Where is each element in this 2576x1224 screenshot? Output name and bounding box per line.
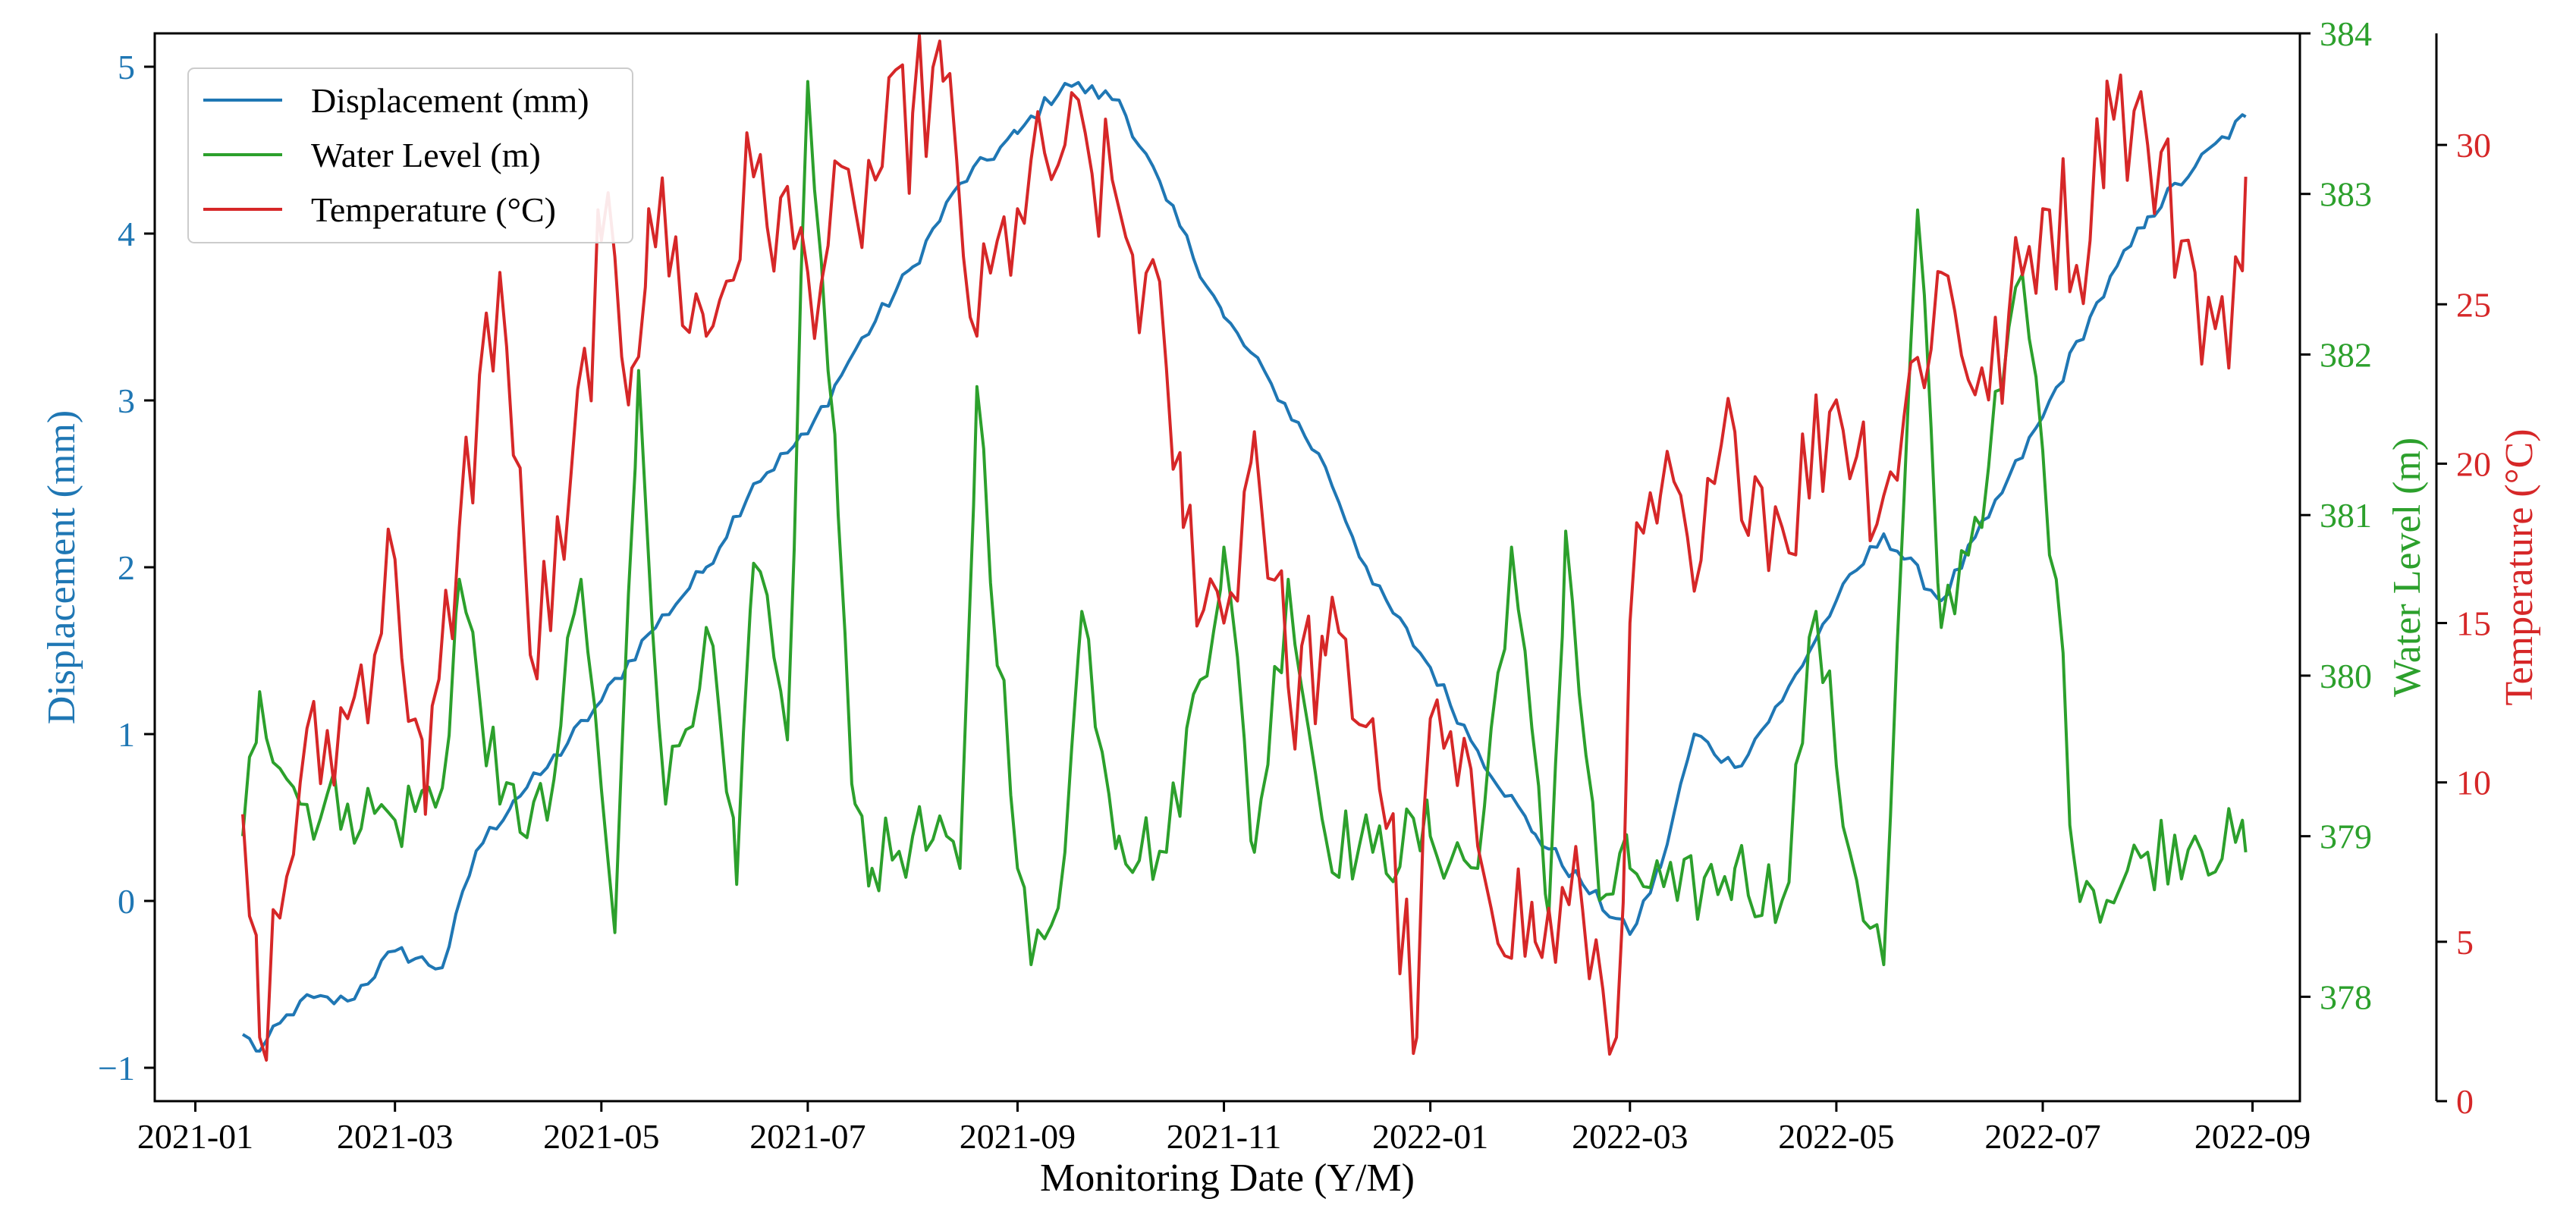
right2-tick-label: 0 (2456, 1082, 2474, 1121)
x-tick-label: 2021-07 (749, 1117, 865, 1156)
right1-tick-label: 383 (2320, 175, 2372, 214)
left-tick-label: 3 (118, 381, 135, 420)
left-tick-label: 2 (118, 548, 135, 587)
x-tick-label: 2021-01 (137, 1117, 253, 1156)
x-tick-label: 2021-09 (960, 1117, 1076, 1156)
legend-label-left: Displacement (mm) (311, 81, 589, 120)
right2-tick-label: 10 (2456, 764, 2491, 802)
plot-lines (241, 34, 2248, 1062)
legend: Displacement (mm) Water Level (m) Temperat… (187, 67, 633, 243)
right2-axis-label: Temperature (°C) (2498, 428, 2541, 705)
right2-tick-label: 5 (2456, 923, 2474, 962)
right2-tick-label: 20 (2456, 444, 2491, 483)
left-tick-label: 4 (118, 215, 135, 253)
right2-tick-label: 25 (2456, 285, 2491, 324)
right1-tick-label: 380 (2320, 657, 2372, 695)
right1-tick-label: 379 (2320, 818, 2372, 856)
right1-tick-label: 384 (2320, 14, 2372, 53)
series-line-right2 (241, 34, 2248, 1062)
series-line-left (241, 80, 2247, 1053)
x-tick-label: 2021-05 (543, 1117, 659, 1156)
x-tick-label: 2022-05 (1778, 1117, 1894, 1156)
right2-tick-label: 30 (2456, 126, 2491, 165)
right1-tick-label: 382 (2320, 335, 2372, 374)
left-tick-label: 1 (118, 715, 135, 754)
legend-label-right2: Temperature (°C) (311, 190, 556, 229)
right1-tick-label: 378 (2320, 978, 2372, 1016)
axes: 2021-01 2021-03 2021-05 2021-07 2021-09 2021-… (40, 14, 2541, 1200)
right1-tick-label: 381 (2320, 496, 2372, 535)
x-tick-label: 2021-11 (1167, 1117, 1282, 1156)
x-tick-label: 2022-09 (2194, 1117, 2311, 1156)
legend-box (187, 67, 633, 243)
right2-tick-label: 15 (2456, 604, 2491, 643)
x-tick-label: 2021-03 (337, 1117, 453, 1156)
left-tick-label: 5 (118, 48, 135, 86)
x-tick-label: 2022-03 (1572, 1117, 1688, 1156)
right1-axis-label: Water Level (m) (2386, 438, 2429, 697)
x-tick-label: 2022-07 (1984, 1117, 2100, 1156)
left-tick-label: −1 (98, 1049, 135, 1087)
left-tick-label: 0 (118, 882, 135, 921)
x-tick-label: 2022-01 (1372, 1117, 1488, 1156)
left-axis-label: Displacement (mm) (40, 410, 83, 724)
legend-label-right1: Water Level (m) (311, 136, 541, 174)
x-axis-label: Monitoring Date (Y/M) (1040, 1157, 1415, 1200)
